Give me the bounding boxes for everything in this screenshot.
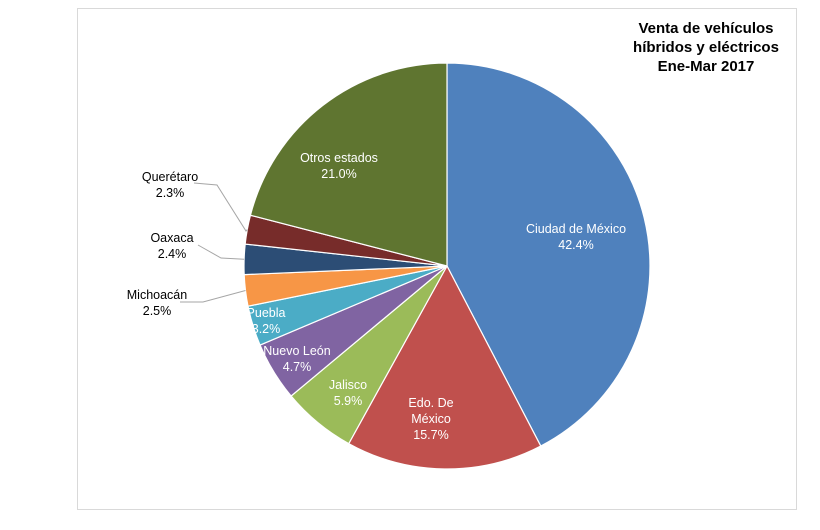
chart-title: Venta de vehículos híbridos y eléctricos E…: [633, 20, 779, 75]
chart-frame: Ciudad de México 42.4% Edo. De México 15.7% J…: [77, 8, 797, 510]
slice-label: Edo. De México 15.7%: [408, 396, 453, 442]
leader-line: [197, 244, 245, 260]
slice-percent: 2.4%: [158, 247, 187, 261]
slice-name: Otros estados: [300, 151, 378, 165]
slice-label: Ciudad de México 42.4%: [526, 222, 626, 252]
slice-name: México: [411, 412, 451, 426]
slice-name: Jalisco: [329, 378, 367, 392]
slice-name: Ciudad de México: [526, 222, 626, 236]
slice-name: Nuevo León: [263, 344, 330, 358]
slice-labels: Ciudad de México 42.4% Edo. De México 15.7% J…: [127, 151, 626, 442]
slice-name: Michoacán: [127, 288, 187, 302]
chart-title-line: Ene-Mar 2017: [658, 58, 755, 75]
slice-percent: 4.7%: [283, 360, 312, 374]
slice-label: Jalisco 5.9%: [329, 378, 367, 408]
slice-percent: 2.3%: [156, 186, 185, 200]
leader-line: [180, 290, 246, 303]
slice-percent: 2.5%: [143, 304, 172, 318]
slice-label: Otros estados 21.0%: [300, 151, 378, 181]
slice-label: Nuevo León 4.7%: [263, 344, 330, 374]
slice-percent: 21.0%: [321, 167, 356, 181]
slice-name: Puebla: [247, 306, 286, 320]
slice-name: Edo. De: [408, 396, 453, 410]
leader-lines: [180, 182, 248, 303]
slice-percent: 15.7%: [413, 428, 448, 442]
pie-slices: [243, 62, 651, 470]
slice-label: Puebla 3.2%: [247, 306, 286, 336]
pie-slice: [446, 62, 651, 447]
slice-label: Michoacán 2.5%: [127, 288, 187, 318]
leader-line: [193, 182, 248, 232]
slice-name: Oaxaca: [150, 231, 193, 245]
slice-label: Querétaro 2.3%: [142, 170, 198, 200]
slice-percent: 42.4%: [558, 238, 593, 252]
pie-slice: [347, 264, 542, 470]
slice-name: Querétaro: [142, 170, 198, 184]
chart-title-line: híbridos y eléctricos: [633, 39, 779, 56]
slice-percent: 3.2%: [252, 322, 281, 336]
chart-title-line: Venta de vehículos: [638, 20, 773, 37]
slice-label: Oaxaca 2.4%: [150, 231, 193, 261]
pie-slice: [249, 62, 448, 267]
slice-percent: 5.9%: [334, 394, 363, 408]
pie-chart: Ciudad de México 42.4% Edo. De México 15.7% J…: [127, 20, 779, 470]
